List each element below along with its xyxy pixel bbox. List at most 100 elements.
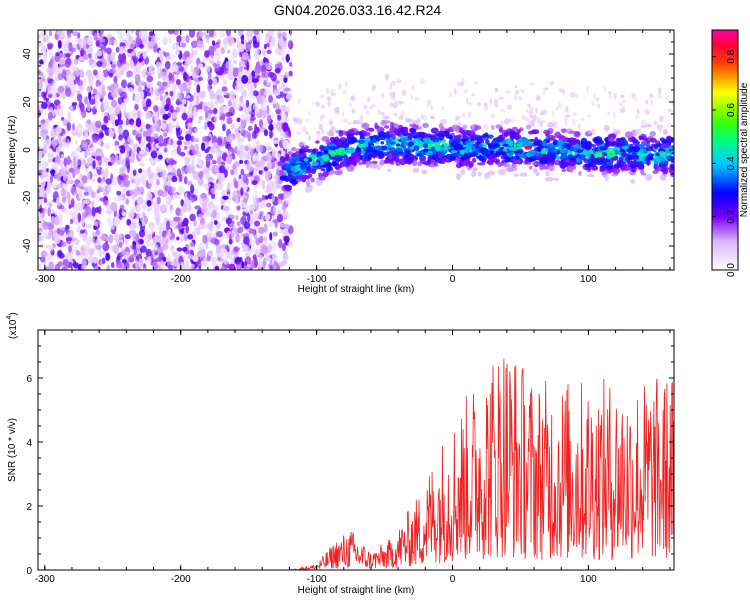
halo-blob [326, 96, 332, 101]
band-blob [508, 139, 514, 147]
band-blob [497, 161, 502, 167]
noise-blob [69, 104, 73, 111]
noise-blob [263, 57, 267, 63]
noise-blob [166, 231, 172, 239]
halo-blob [316, 100, 320, 108]
halo-blob [358, 119, 364, 125]
noise-blob [254, 64, 261, 75]
noise-blob [268, 123, 274, 132]
noise-blob [175, 127, 183, 136]
noise-blob [251, 130, 257, 140]
noise-blob [145, 111, 153, 119]
noise-blob [58, 229, 65, 236]
noise-blob [207, 201, 214, 209]
noise-blob [247, 213, 251, 223]
noise-blob [90, 200, 95, 209]
band-blob [472, 167, 478, 171]
noise-blob [70, 198, 75, 208]
noise-blob [155, 165, 163, 173]
band-blob [299, 148, 305, 155]
noise-blob [132, 222, 137, 230]
noise-blob [277, 32, 284, 38]
band-blob [438, 150, 446, 157]
halo-blob [331, 92, 336, 97]
band-blob [669, 156, 674, 162]
band-blob [307, 173, 313, 178]
halo-blob [555, 106, 559, 111]
noise-blob [166, 180, 171, 187]
noise-blob [170, 95, 175, 101]
band-blob [514, 132, 520, 136]
band-blob [368, 163, 376, 169]
band-blob [379, 159, 385, 166]
noise-blob [132, 129, 137, 136]
noise-blob [212, 107, 218, 115]
noise-blob [237, 226, 244, 234]
noise-blob [130, 30, 135, 35]
noise-blob [278, 85, 284, 92]
halo-blob [389, 91, 395, 98]
noise-blob [158, 134, 164, 143]
x-tick-label: -300 [35, 274, 55, 285]
noise-blob [121, 265, 125, 270]
noise-blob [154, 207, 159, 217]
noise-blob [220, 247, 225, 255]
band-blob [310, 177, 315, 183]
noise-blob [134, 204, 142, 213]
noise-blob [89, 30, 94, 36]
halo-blob [518, 95, 523, 101]
band-blob [383, 125, 390, 129]
band-blob [417, 152, 421, 157]
noise-blob [179, 210, 183, 217]
noise-blob [116, 255, 121, 261]
halo-blob [390, 80, 396, 86]
band-blob [371, 138, 376, 142]
noise-blob [96, 60, 103, 68]
halo-blob [645, 99, 649, 105]
noise-blob [279, 228, 287, 234]
noise-blob [95, 148, 103, 154]
halo-blob [521, 115, 526, 121]
noise-blob [241, 130, 249, 138]
noise-blob [122, 259, 127, 264]
noise-blob [244, 145, 249, 152]
noise-blob [215, 151, 221, 158]
noise-blob [278, 36, 284, 46]
band-blob [529, 155, 536, 162]
noise-blob [204, 111, 209, 119]
noise-blob [95, 120, 102, 128]
band-blob [419, 157, 426, 165]
band-blob [523, 139, 532, 145]
band-blob [327, 143, 334, 147]
noise-blob [201, 205, 209, 214]
noise-blob [191, 263, 195, 268]
halo-blob [381, 111, 385, 116]
noise-blob [149, 136, 155, 143]
band-blob [283, 163, 289, 167]
noise-blob [99, 197, 107, 202]
noise-blob [193, 143, 200, 152]
noise-blob [243, 236, 250, 245]
noise-blob [237, 30, 243, 37]
noise-blob [91, 237, 96, 245]
noise-blob [232, 67, 239, 78]
noise-blob [167, 253, 171, 262]
noise-blob [68, 204, 72, 209]
noise-blob [227, 151, 232, 155]
halo-blob [634, 113, 640, 119]
halo-blob [581, 118, 585, 122]
band-blob [637, 166, 643, 170]
x-tick-label: 100 [580, 574, 597, 585]
band-blob [306, 166, 312, 171]
noise-blob [243, 221, 251, 230]
noise-blob [258, 144, 264, 153]
noise-blob [96, 92, 104, 100]
noise-blob [74, 139, 78, 145]
halo-blob [607, 111, 610, 116]
noise-blob [94, 265, 101, 270]
noise-blob [217, 39, 221, 45]
halo-blob [656, 125, 660, 131]
noise-blob [88, 99, 96, 105]
noise-blob [86, 36, 93, 46]
band-blob [621, 145, 629, 150]
